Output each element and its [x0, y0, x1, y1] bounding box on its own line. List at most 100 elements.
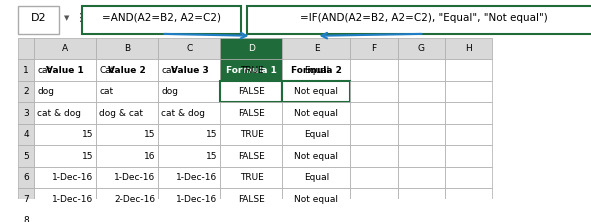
Text: TRUE: TRUE	[239, 130, 264, 139]
Text: cat: cat	[99, 87, 113, 96]
Text: 15: 15	[206, 130, 217, 139]
FancyBboxPatch shape	[220, 210, 282, 222]
FancyBboxPatch shape	[158, 102, 220, 124]
Text: 2-Dec-16: 2-Dec-16	[114, 194, 155, 204]
FancyBboxPatch shape	[34, 124, 96, 145]
FancyBboxPatch shape	[18, 124, 34, 145]
FancyBboxPatch shape	[158, 59, 220, 81]
Text: 16: 16	[144, 152, 155, 161]
Text: 1: 1	[23, 65, 29, 75]
Text: dog & cat: dog & cat	[99, 109, 143, 118]
FancyBboxPatch shape	[247, 6, 591, 34]
Text: Not equal: Not equal	[294, 87, 339, 96]
Text: 1-Dec-16: 1-Dec-16	[176, 194, 217, 204]
FancyBboxPatch shape	[350, 102, 398, 124]
FancyBboxPatch shape	[282, 167, 350, 188]
Text: D: D	[248, 44, 255, 53]
FancyBboxPatch shape	[96, 38, 158, 59]
FancyBboxPatch shape	[398, 59, 445, 81]
Text: Equal: Equal	[304, 65, 329, 75]
FancyBboxPatch shape	[445, 188, 492, 210]
FancyBboxPatch shape	[96, 188, 158, 210]
FancyBboxPatch shape	[220, 38, 282, 59]
Text: ▼: ▼	[64, 15, 69, 21]
Text: =IF(AND(A2=B2, A2=C2), "Equal", "Not equal"): =IF(AND(A2=B2, A2=C2), "Equal", "Not equ…	[300, 13, 548, 23]
FancyBboxPatch shape	[18, 6, 59, 34]
Text: Value 1: Value 1	[47, 65, 84, 75]
Text: dog: dog	[37, 87, 54, 96]
FancyBboxPatch shape	[220, 188, 282, 210]
FancyBboxPatch shape	[398, 210, 445, 222]
FancyBboxPatch shape	[18, 145, 34, 167]
FancyBboxPatch shape	[96, 167, 158, 188]
FancyBboxPatch shape	[96, 81, 158, 102]
FancyBboxPatch shape	[82, 6, 241, 34]
FancyBboxPatch shape	[158, 124, 220, 145]
FancyBboxPatch shape	[158, 81, 220, 102]
FancyBboxPatch shape	[18, 102, 34, 124]
FancyBboxPatch shape	[18, 210, 34, 222]
Text: H: H	[465, 44, 472, 53]
FancyBboxPatch shape	[350, 59, 398, 81]
Text: 15: 15	[206, 152, 217, 161]
Text: 7: 7	[23, 194, 29, 204]
FancyBboxPatch shape	[445, 145, 492, 167]
FancyBboxPatch shape	[34, 102, 96, 124]
Text: Equal: Equal	[304, 173, 329, 182]
FancyBboxPatch shape	[18, 167, 34, 188]
FancyBboxPatch shape	[96, 102, 158, 124]
FancyBboxPatch shape	[96, 145, 158, 167]
FancyBboxPatch shape	[34, 145, 96, 167]
FancyBboxPatch shape	[220, 145, 282, 167]
Text: Not equal: Not equal	[294, 194, 339, 204]
FancyBboxPatch shape	[282, 188, 350, 210]
Text: Equal: Equal	[304, 130, 329, 139]
FancyBboxPatch shape	[445, 38, 492, 59]
Text: 1-Dec-16: 1-Dec-16	[114, 173, 155, 182]
Text: TRUE: TRUE	[239, 173, 264, 182]
FancyBboxPatch shape	[350, 81, 398, 102]
Text: 5: 5	[23, 152, 29, 161]
FancyBboxPatch shape	[282, 102, 350, 124]
Text: FALSE: FALSE	[238, 152, 265, 161]
FancyBboxPatch shape	[18, 81, 34, 102]
FancyBboxPatch shape	[398, 145, 445, 167]
FancyBboxPatch shape	[220, 167, 282, 188]
Text: E: E	[314, 44, 319, 53]
Text: 8: 8	[23, 216, 29, 222]
Text: A: A	[62, 44, 69, 53]
FancyBboxPatch shape	[445, 167, 492, 188]
Text: FALSE: FALSE	[238, 87, 265, 96]
FancyBboxPatch shape	[158, 210, 220, 222]
FancyBboxPatch shape	[445, 102, 492, 124]
FancyBboxPatch shape	[445, 210, 492, 222]
FancyBboxPatch shape	[445, 59, 492, 81]
FancyBboxPatch shape	[34, 188, 96, 210]
FancyBboxPatch shape	[282, 81, 350, 102]
FancyBboxPatch shape	[398, 188, 445, 210]
FancyBboxPatch shape	[398, 102, 445, 124]
FancyBboxPatch shape	[96, 124, 158, 145]
Text: FALSE: FALSE	[238, 109, 265, 118]
Text: Value 3: Value 3	[171, 65, 208, 75]
Text: Formula 1: Formula 1	[226, 65, 277, 75]
Text: cat: cat	[37, 65, 51, 75]
FancyBboxPatch shape	[282, 38, 350, 59]
FancyBboxPatch shape	[445, 81, 492, 102]
Text: 3: 3	[23, 109, 29, 118]
FancyBboxPatch shape	[350, 38, 398, 59]
Text: 15: 15	[82, 130, 93, 139]
Text: 1-Dec-16: 1-Dec-16	[52, 173, 93, 182]
FancyBboxPatch shape	[18, 38, 34, 59]
Text: Formula 2: Formula 2	[291, 65, 342, 75]
FancyBboxPatch shape	[350, 145, 398, 167]
Text: ⋮: ⋮	[74, 13, 86, 23]
FancyBboxPatch shape	[18, 188, 34, 210]
Text: G: G	[418, 44, 425, 53]
FancyBboxPatch shape	[34, 210, 96, 222]
FancyBboxPatch shape	[445, 124, 492, 145]
FancyBboxPatch shape	[350, 124, 398, 145]
FancyBboxPatch shape	[350, 188, 398, 210]
FancyBboxPatch shape	[282, 145, 350, 167]
Text: cat & dog: cat & dog	[161, 109, 205, 118]
